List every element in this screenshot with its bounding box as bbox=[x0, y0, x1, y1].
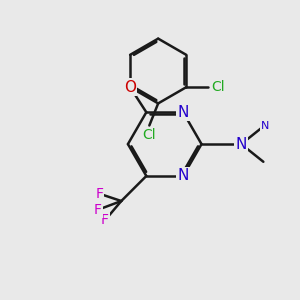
Text: F: F bbox=[101, 213, 109, 227]
Text: Cl: Cl bbox=[211, 80, 225, 94]
Text: N: N bbox=[236, 136, 247, 152]
Text: N: N bbox=[177, 169, 189, 184]
Text: O: O bbox=[124, 80, 136, 95]
Text: F: F bbox=[94, 203, 102, 217]
Text: Cl: Cl bbox=[142, 128, 156, 142]
Text: N: N bbox=[177, 105, 189, 120]
Text: N: N bbox=[261, 122, 269, 131]
Text: F: F bbox=[95, 187, 103, 201]
